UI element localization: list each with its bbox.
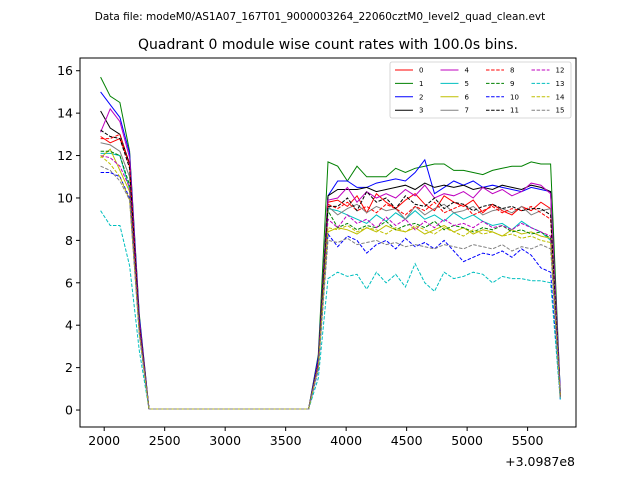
legend-label-1: 1 bbox=[419, 80, 423, 88]
x-tick-label: 5000 bbox=[451, 433, 483, 448]
legend-label-12: 12 bbox=[556, 67, 565, 75]
legend-label-9: 9 bbox=[510, 80, 514, 88]
series-line-8 bbox=[100, 133, 561, 410]
x-tick-label: 5500 bbox=[512, 433, 544, 448]
series-line-3 bbox=[100, 110, 561, 410]
series-line-11 bbox=[100, 129, 561, 410]
legend-label-6: 6 bbox=[465, 93, 470, 101]
series-line-9 bbox=[100, 150, 561, 410]
y-tick-label: 12 bbox=[57, 148, 73, 163]
legend-label-8: 8 bbox=[510, 67, 514, 75]
axes: 2000 2500 3000 3500 4000 4500 5000 550002468101… bbox=[57, 57, 577, 448]
series-line-0 bbox=[100, 136, 561, 410]
legend-label-4: 4 bbox=[465, 67, 470, 75]
legend-box bbox=[389, 61, 572, 119]
x-tick-label: 3500 bbox=[270, 433, 302, 448]
series-line-1 bbox=[100, 76, 561, 410]
y-tick-label: 10 bbox=[57, 190, 73, 205]
plot-area bbox=[100, 76, 561, 410]
legend-label-10: 10 bbox=[510, 93, 519, 101]
data-file-header: Data file: modeM0/AS1A07_167T01_90000032… bbox=[95, 11, 546, 23]
y-tick-label: 2 bbox=[65, 360, 73, 375]
legend-label-7: 7 bbox=[465, 107, 469, 115]
chart-title: Quadrant 0 module wise count rates with … bbox=[138, 37, 518, 53]
legend-label-14: 14 bbox=[556, 93, 565, 101]
x-tick-label: 2000 bbox=[88, 433, 120, 448]
series-line-7 bbox=[100, 142, 561, 410]
y-tick-label: 0 bbox=[65, 403, 73, 418]
y-tick-label: 14 bbox=[57, 106, 73, 121]
x-tick-label: 4500 bbox=[391, 433, 423, 448]
x-tick-label: 3000 bbox=[209, 433, 241, 448]
y-tick-label: 4 bbox=[65, 318, 73, 333]
x-tick-label: 4000 bbox=[330, 433, 362, 448]
y-tick-label: 6 bbox=[65, 275, 73, 290]
legend-label-5: 5 bbox=[465, 80, 469, 88]
series-line-6 bbox=[100, 148, 561, 410]
legend-label-2: 2 bbox=[419, 93, 423, 101]
legend-label-15: 15 bbox=[556, 107, 565, 115]
legend-label-11: 11 bbox=[510, 107, 519, 115]
y-tick-label: 8 bbox=[65, 233, 73, 248]
plot-frame bbox=[79, 57, 577, 428]
series-line-2 bbox=[100, 91, 561, 410]
legend-label-0: 0 bbox=[419, 67, 423, 75]
series-line-15 bbox=[100, 165, 561, 410]
legend-label-13: 13 bbox=[556, 80, 565, 88]
x-axis-offset-label: +3.0987e8 bbox=[505, 454, 575, 469]
series-line-4 bbox=[100, 107, 561, 410]
y-tick-label: 16 bbox=[57, 63, 73, 78]
legend-label-3: 3 bbox=[419, 107, 423, 115]
x-tick-label: 2500 bbox=[149, 433, 181, 448]
